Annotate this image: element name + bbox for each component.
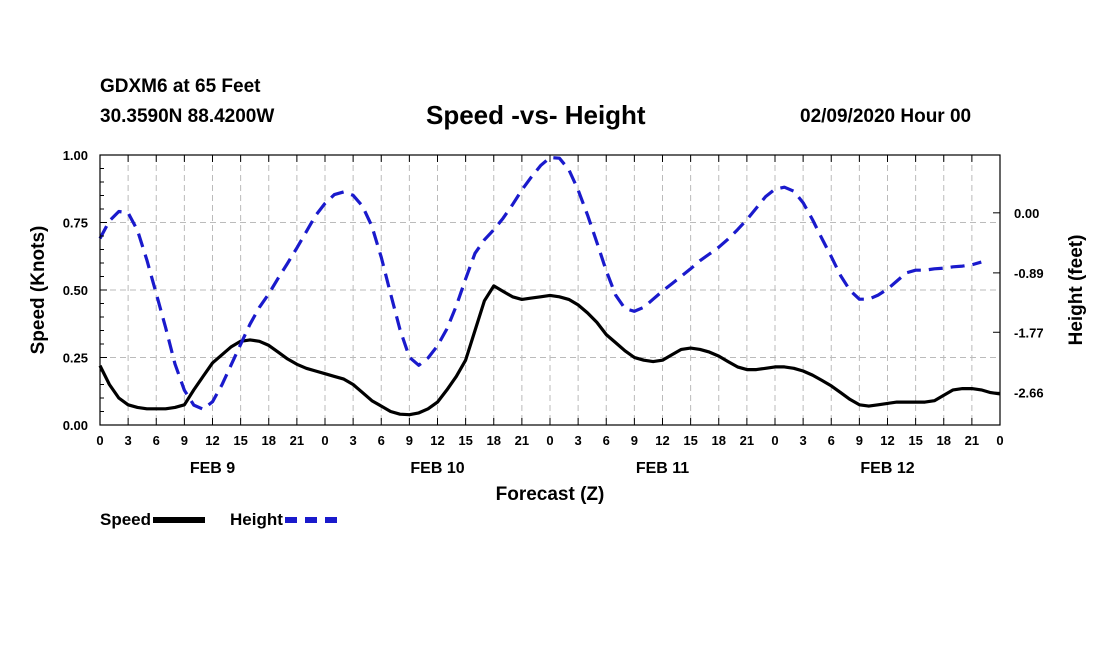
x-tick-label: 3 (350, 433, 357, 448)
y-tick-label: 1.00 (63, 148, 88, 163)
x-tick-label: 0 (321, 433, 328, 448)
coordinates-label: 30.3590N 88.4200W (100, 106, 275, 127)
x-tick-label: 18 (262, 433, 276, 448)
x-tick-label: 18 (712, 433, 726, 448)
legend-speed-swatch (153, 517, 206, 523)
series-layer (98, 155, 1001, 417)
y2-tick-label: -0.89 (1014, 266, 1044, 281)
series-line-speed (98, 284, 1001, 417)
x-date-label: FEB 11 (636, 460, 689, 477)
y2-tick-label: -1.77 (1014, 325, 1044, 340)
y2-tick-label: -2.66 (1014, 385, 1044, 400)
x-tick-label: 18 (937, 433, 951, 448)
x-date-label: FEB 10 (410, 460, 464, 477)
x-tick-label: 9 (406, 433, 413, 448)
y-tick-label: 0.00 (63, 418, 88, 433)
x-tick-label: 21 (290, 433, 304, 448)
x-tick-label: 21 (740, 433, 754, 448)
x-tick-label: 0 (771, 433, 778, 448)
x-tick-label: 9 (856, 433, 863, 448)
axes: 0 3 6 9 12 15 18 21 0 3 6 9 12 15 18 21 0 3 6 9 12 15 18 21 0 3 6 9… (63, 148, 1044, 477)
x-date-label: FEB 12 (860, 460, 914, 477)
station-label: GDXM6 at 65 Feet (100, 76, 261, 97)
forecast-datetime: 02/09/2020 Hour 00 (800, 106, 972, 127)
x-tick-label: 12 (430, 433, 444, 448)
x-tick-label: 9 (181, 433, 188, 448)
x-tick-label: 3 (125, 433, 132, 448)
x-tick-label: 3 (575, 433, 582, 448)
x-tick-label: 15 (233, 433, 247, 448)
chart-title: Speed -vs- Height (426, 100, 646, 130)
legend-height-swatch (284, 517, 337, 523)
x-date-label: FEB 9 (190, 460, 235, 477)
x-tick-label: 0 (996, 433, 1003, 448)
series-line-height (98, 155, 982, 411)
x-tick-label: 12 (655, 433, 669, 448)
x-tick-label: 21 (965, 433, 979, 448)
x-tick-label: 6 (153, 433, 160, 448)
x-tick-label: 15 (458, 433, 472, 448)
y-axis-title: Speed (Knots) (28, 226, 49, 355)
x-tick-label: 0 (546, 433, 553, 448)
x-tick-label: 3 (800, 433, 807, 448)
y-tick-label: 0.50 (63, 283, 88, 298)
legend-speed-label: Speed (100, 510, 152, 529)
legend-speed: Speed (100, 510, 206, 530)
y-tick-label: 0.75 (63, 216, 88, 231)
x-tick-label: 0 (96, 433, 103, 448)
x-tick-label: 21 (515, 433, 529, 448)
x-tick-label: 6 (378, 433, 385, 448)
x-tick-label: 15 (908, 433, 922, 448)
legend-height: Height (230, 510, 337, 530)
x-tick-label: 6 (828, 433, 835, 448)
legend-height-label: Height (230, 510, 283, 529)
x-tick-label: 15 (683, 433, 697, 448)
x-axis-title: Forecast (Z) (496, 484, 605, 505)
y2-axis-title: Height (feet) (1066, 235, 1087, 346)
x-tick-label: 12 (880, 433, 894, 448)
x-tick-label: 9 (631, 433, 638, 448)
grid (100, 155, 1000, 425)
x-tick-label: 6 (603, 433, 610, 448)
x-tick-label: 12 (205, 433, 219, 448)
y2-tick-label: 0.00 (1014, 206, 1039, 221)
x-tick-label: 18 (487, 433, 501, 448)
y-tick-label: 0.25 (63, 351, 88, 366)
